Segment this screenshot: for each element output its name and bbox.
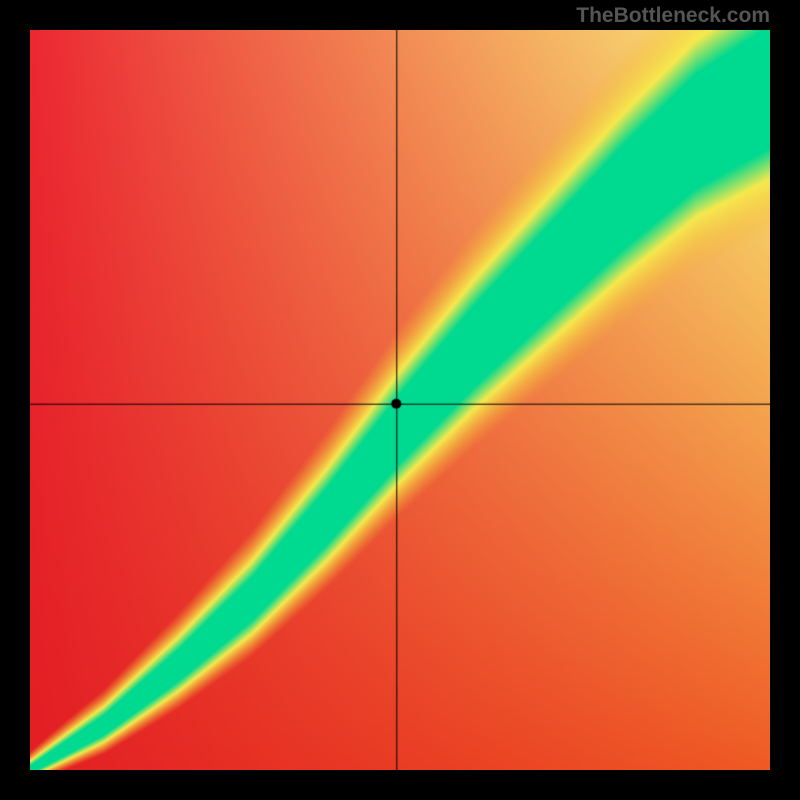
heatmap-plot [30, 30, 770, 770]
heatmap-canvas [30, 30, 770, 770]
watermark-label: TheBottleneck.com [576, 4, 770, 28]
